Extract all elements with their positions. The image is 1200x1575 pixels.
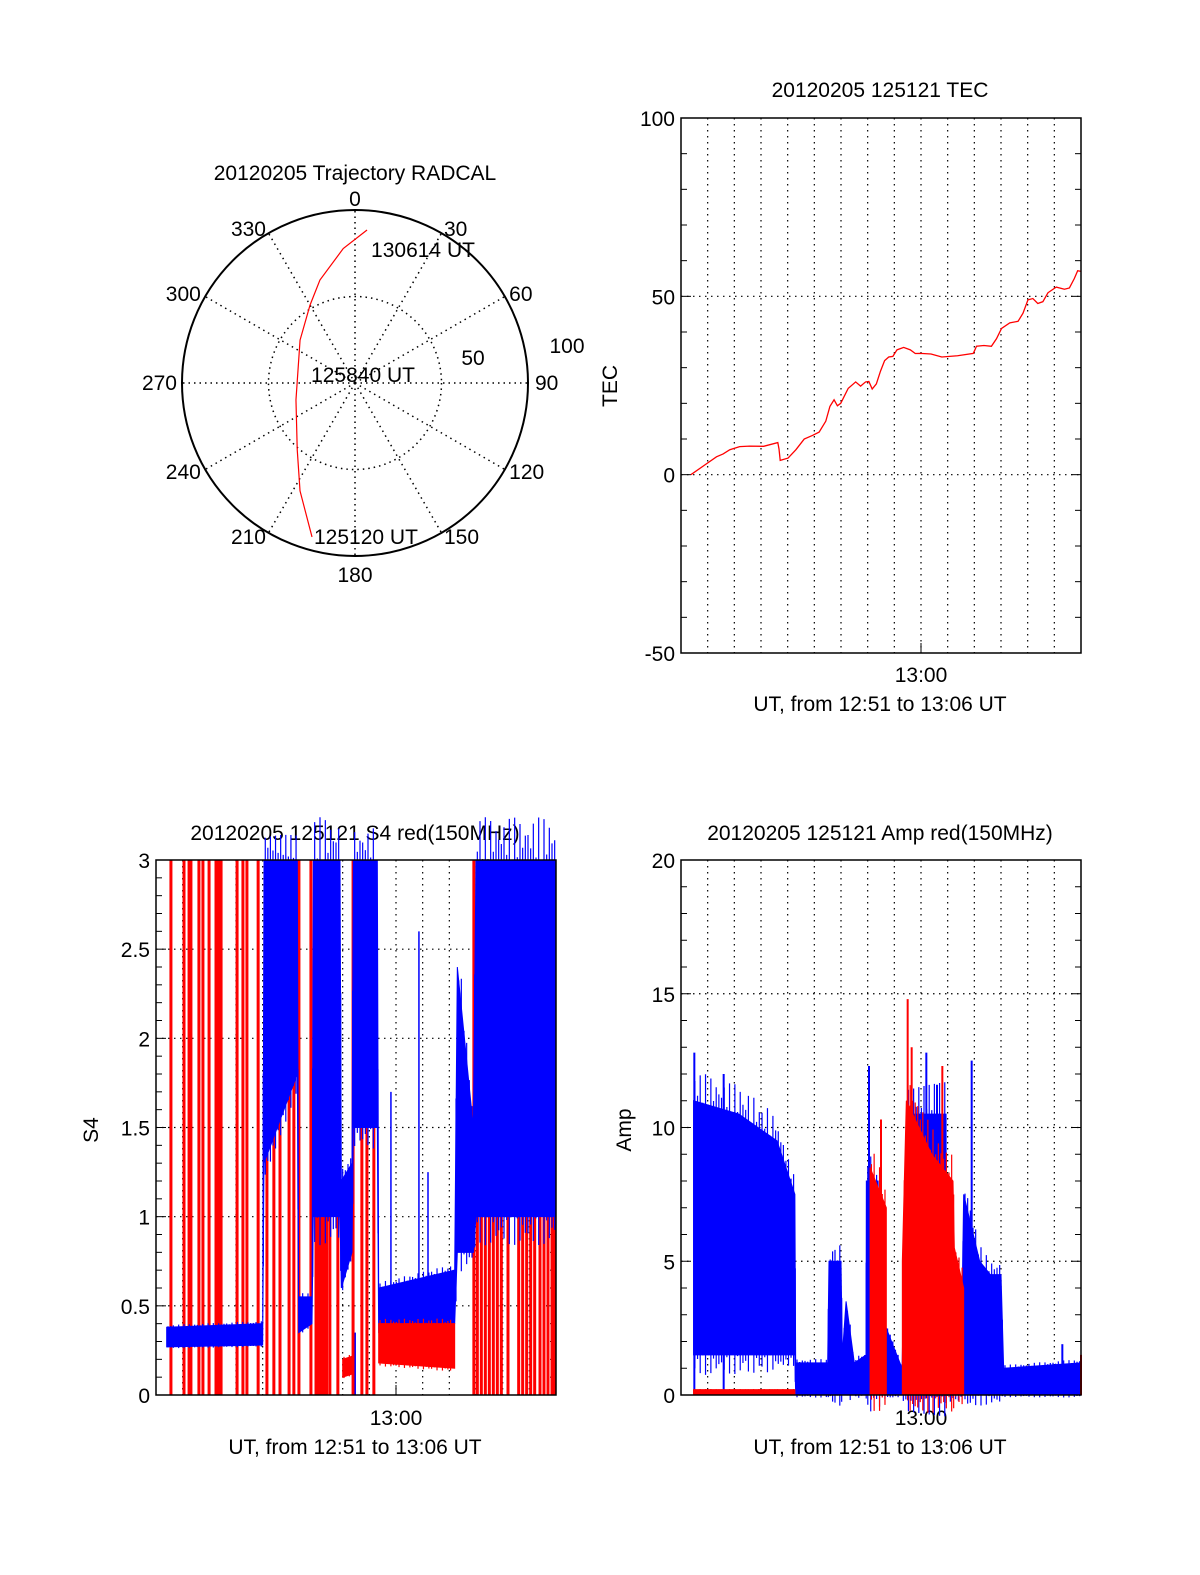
y-tick-label: 5 [663, 1251, 675, 1274]
angle-label: 240 [166, 461, 201, 484]
chart-title: 20120205 125121 Amp red(150MHz) [707, 822, 1053, 845]
radial-gridline [354, 295, 506, 384]
y-tick-label: 100 [640, 108, 675, 131]
y-tick-label: 3 [138, 850, 150, 873]
y-tick-label: 15 [652, 984, 675, 1007]
x-axis-label: UT, from 12:51 to 13:06 UT [753, 693, 1006, 716]
time-annotation: 125840 UT [311, 364, 415, 387]
angle-label: 60 [509, 283, 532, 306]
plot-frame [680, 117, 1082, 654]
angle-label: 120 [509, 461, 544, 484]
x-tick-label: 13:00 [370, 1407, 423, 1430]
angle-label: 270 [142, 372, 177, 395]
angle-label: 300 [166, 283, 201, 306]
chart-title: 20120205 Trajectory RADCAL [214, 162, 497, 185]
y-tick-label: 10 [652, 1118, 675, 1141]
angle-label: 180 [337, 564, 372, 587]
y-axis-label: S4 [80, 1117, 103, 1143]
radial-gridline [204, 295, 356, 384]
radial-gridline [267, 382, 356, 534]
polar-outline [181, 209, 529, 557]
y-tick-label: 0 [138, 1385, 150, 1408]
amp-red-trace [869, 1167, 887, 1396]
x-axis-label: UT, from 12:51 to 13:06 UT [228, 1436, 481, 1459]
time-annotation: 125120 UT [314, 526, 418, 549]
time-annotation: 130614 UT [371, 239, 475, 262]
x-axis-label: UT, from 12:51 to 13:06 UT [753, 1436, 1006, 1459]
angle-label: 0 [349, 188, 361, 211]
angle-label: 30 [444, 218, 467, 241]
y-tick-label: 0 [663, 465, 675, 488]
y-tick-label: 2.5 [121, 939, 150, 962]
angle-label: 150 [444, 526, 479, 549]
radial-label: 100 [549, 335, 584, 358]
radial-gridline [354, 232, 443, 384]
x-tick-label: 13:00 [895, 664, 948, 687]
y-tick-label: 0.5 [121, 1296, 150, 1319]
radial-gridline [267, 232, 356, 384]
radial-gridline [354, 382, 506, 471]
tec-line [690, 269, 1082, 476]
plot-frame [155, 859, 557, 1396]
amp-chart: 20120205 125121 Amp red(150MHz) Amp 13:0… [613, 822, 1082, 1459]
radial-gridline [204, 382, 356, 471]
y-tick-label: 0 [663, 1385, 675, 1408]
y-tick-label: 1.5 [121, 1118, 150, 1141]
y-tick-label: 2 [138, 1028, 150, 1051]
trajectory-line [295, 229, 368, 538]
angle-label: 330 [231, 218, 266, 241]
y-tick-label: 1 [138, 1207, 150, 1230]
y-tick-label: -50 [645, 643, 675, 666]
angle-label: 90 [535, 372, 558, 395]
polar-trajectory-chart: 20120205 Trajectory RADCAL 0 30 60 90 120 150… [142, 162, 585, 587]
s4-red-trace [378, 1323, 456, 1369]
radial-gridcircle [267, 295, 443, 471]
y-tick-label: 20 [652, 850, 675, 873]
y-axis-label: Amp [613, 1108, 636, 1151]
chart-title: 20120205 125121 TEC [772, 79, 989, 102]
radial-gridline [354, 382, 443, 534]
s4-chart: 20120205 125121 S4 red(150MHz) S4 13:00 … [80, 817, 557, 1459]
y-axis-label: TEC [599, 365, 622, 407]
tec-chart: 20120205 125121 TEC TEC 13:00 UT, from 1… [599, 79, 1082, 716]
y-tick-label: 50 [652, 286, 675, 309]
angle-label: 210 [231, 526, 266, 549]
radial-label: 50 [461, 347, 484, 370]
plot-frame [680, 859, 1082, 1396]
